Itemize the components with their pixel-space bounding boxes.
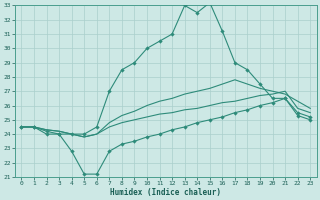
X-axis label: Humidex (Indice chaleur): Humidex (Indice chaleur) bbox=[110, 188, 221, 197]
